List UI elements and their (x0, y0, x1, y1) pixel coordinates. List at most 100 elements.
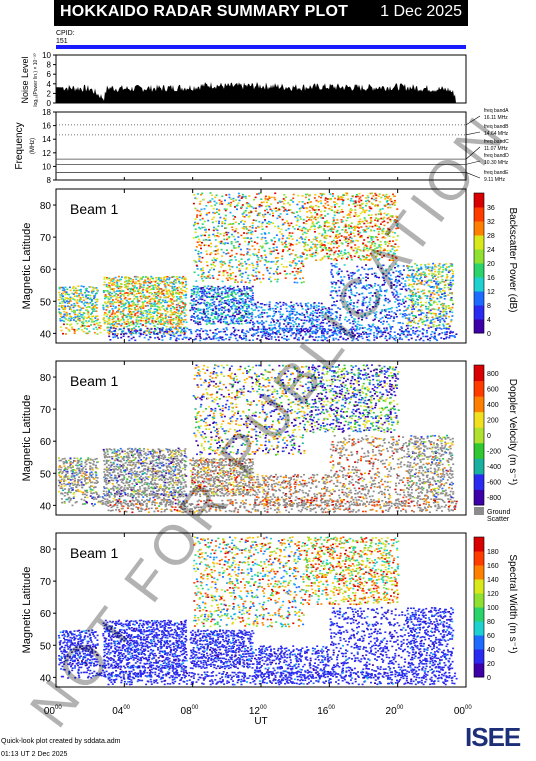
power-colorbar-tick: 8 (487, 303, 491, 310)
power-colorbar-tick: 16 (487, 275, 495, 282)
width-colorbar-tick: 100 (487, 605, 499, 612)
width-ytick-label: 40 (40, 673, 52, 684)
width-ytick-label: 80 (40, 545, 52, 556)
velocity-colorbar-tick: -800 (487, 495, 501, 502)
power-colorbar-tick: 32 (487, 219, 495, 226)
velocity-ytick-label: 40 (40, 501, 52, 512)
width-ylabel: Magnetic Latitude (21, 567, 33, 654)
power-colorbar-segment (474, 305, 484, 320)
width-ytick-label: 50 (40, 641, 52, 652)
velocity-colorbar-segment (474, 458, 484, 474)
ground-scatter-label: Scatter (487, 516, 510, 523)
velocity-colorbar-segment (474, 396, 484, 412)
x-tick-label: 16 (317, 706, 329, 717)
x-tick-suffix: 00 (465, 705, 472, 711)
width-colorbar-segment (474, 593, 484, 608)
footer-created-by: Quick-look plot created by sddata.adm (1, 738, 120, 745)
width-colorbar-segment (474, 607, 484, 622)
x-tick-suffix: 00 (397, 705, 404, 711)
power-colorbar-segment (474, 207, 484, 222)
frequency-band-name: freq bandA (484, 108, 509, 114)
x-axis-label: UT (254, 716, 267, 727)
power-colorbar-segment (474, 319, 484, 334)
width-colorbar-tick: 140 (487, 577, 499, 584)
power-colorbar-segment (474, 235, 484, 250)
velocity-ytick-label: 50 (40, 469, 52, 480)
frequency-ytick-label: 18 (42, 108, 51, 117)
power-colorbar-label: Backscatter Power (dB) (507, 207, 518, 312)
x-tick-suffix: 00 (192, 705, 199, 711)
velocity-colorbar-segment (474, 474, 484, 490)
width-colorbar-segment (474, 537, 484, 552)
frequency-ytick-label: 16 (42, 122, 51, 131)
velocity-ytick-label: 80 (40, 373, 52, 384)
noise-ysublabel: log₁₀(Power lin.) × 10⁻³⁰ (33, 53, 39, 106)
power-colorbar-tick: 4 (487, 317, 491, 324)
power-ytick-label: 70 (40, 233, 52, 244)
noise-ytick-label: 6 (47, 70, 52, 79)
frequency-band-name: freq bandE (484, 170, 509, 176)
frequency-ytick-label: 8 (47, 176, 52, 185)
velocity-colorbar-segment (474, 443, 484, 459)
width-colorbar-tick: 160 (487, 563, 499, 570)
width-colorbar-tick: 0 (487, 675, 491, 682)
x-tick-suffix: 00 (328, 705, 335, 711)
width-colorbar-label: Spectral Width (m s⁻¹) (507, 554, 518, 653)
x-tick-suffix: 00 (260, 705, 267, 711)
width-colorbar-tick: 20 (487, 661, 495, 668)
width-colorbar-segment (474, 551, 484, 566)
x-tick-suffix: 00 (123, 705, 130, 711)
x-tick-label: 00 (454, 706, 466, 717)
power-colorbar-tick: 0 (487, 331, 491, 338)
power-ylabel: Magnetic Latitude (21, 223, 33, 310)
width-colorbar-tick: 120 (487, 591, 499, 598)
frequency-band-value: 16.11 MHz (484, 115, 508, 121)
power-colorbar-tick: 28 (487, 233, 495, 240)
velocity-colorbar-tick: -400 (487, 464, 501, 471)
width-ytick-label: 70 (40, 577, 52, 588)
velocity-colorbar-tick: -600 (487, 480, 501, 487)
noise-series (56, 82, 466, 103)
frequency-band-value: 9.11 MHz (484, 177, 506, 183)
frequency-band-leader (466, 147, 480, 159)
width-colorbar-tick: 80 (487, 619, 495, 626)
power-colorbar-segment (474, 263, 484, 278)
power-colorbar-segment (474, 221, 484, 236)
ground-scatter-label: Ground (487, 509, 510, 516)
power-colorbar-tick: 24 (487, 247, 495, 254)
power-ytick-label: 50 (40, 297, 52, 308)
frequency-band-value: 14.64 MHz (484, 131, 509, 137)
velocity-colorbar-segment (474, 427, 484, 443)
power-beam-label: Beam 1 (70, 201, 118, 217)
velocity-colorbar-tick: 600 (487, 386, 499, 393)
velocity-beam-label: Beam 1 (70, 373, 118, 389)
x-tick-label: 20 (386, 706, 398, 717)
ground-scatter-swatch (474, 507, 484, 515)
velocity-colorbar-segment (474, 381, 484, 397)
velocity-colorbar-label: Doppler Velocity (m s⁻¹) (507, 379, 518, 485)
power-colorbar-tick: 36 (487, 205, 495, 212)
noise-ytick-label: 8 (47, 61, 52, 70)
frequency-band-leader (466, 116, 480, 125)
power-colorbar-tick: 12 (487, 289, 495, 296)
noise-ylabel: Noise Level (20, 56, 30, 103)
noise-ytick-label: 2 (47, 89, 52, 98)
velocity-colorbar-tick: 200 (487, 417, 499, 424)
frequency-ytick-label: 10 (42, 162, 51, 171)
power-colorbar-segment (474, 277, 484, 292)
frequency-yunit: (MHz) (30, 138, 36, 154)
frequency-band-leader (466, 172, 480, 178)
power-colorbar-segment (474, 193, 484, 208)
velocity-colorbar-segment (474, 365, 484, 381)
velocity-colorbar-segment (474, 489, 484, 505)
width-colorbar-tick: 40 (487, 647, 495, 654)
x-tick-suffix: 00 (55, 705, 62, 711)
width-colorbar-segment (474, 649, 484, 664)
velocity-colorbar-tick: 0 (487, 433, 491, 440)
width-colorbar-segment (474, 663, 484, 678)
width-colorbar-segment (474, 565, 484, 580)
width-colorbar-tick: 180 (487, 549, 499, 556)
frequency-band-leader (466, 132, 480, 135)
power-colorbar-tick: 20 (487, 261, 495, 268)
